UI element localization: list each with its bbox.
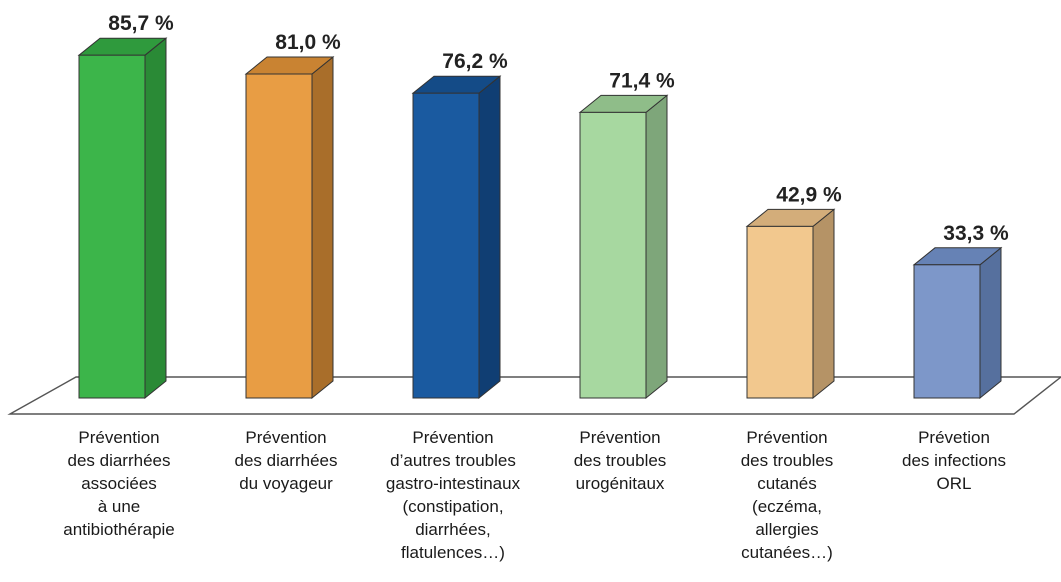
bar [578, 94, 669, 400]
category-label-line: d’autres troubles [390, 451, 516, 470]
category-label-line: urogénitaux [576, 474, 665, 493]
data-label: 76,2 % [442, 50, 508, 73]
bar-side [478, 75, 501, 400]
chart-floor [7, 376, 1061, 415]
bar-front [78, 54, 146, 399]
bar-side [645, 94, 668, 400]
bar-front [746, 225, 814, 399]
bar [244, 55, 335, 400]
bar-front [913, 264, 981, 399]
category-label-line: diarrhées, [415, 520, 491, 539]
data-label: 85,7 % [108, 12, 174, 35]
category-label-line: cutanées…) [741, 543, 833, 562]
data-label: 81,0 % [275, 31, 341, 54]
category-label-line: flatulences…) [401, 543, 505, 562]
category-label-line: à une [98, 497, 141, 516]
bar [912, 246, 1003, 400]
category-label-line: Prévention [412, 428, 493, 447]
bar-side [812, 208, 835, 400]
category-label-line: Prévention [746, 428, 827, 447]
category-label: Prévention des troubles urogénitaux [574, 428, 667, 493]
category-label-line: Prévention [579, 428, 660, 447]
category-label: Prévetion des infections ORL [902, 428, 1006, 493]
category-label-line: des diarrhées [67, 451, 170, 470]
bar-front [579, 111, 647, 399]
category-label-line: associées [81, 474, 157, 493]
category-label-line: des diarrhées [234, 451, 337, 470]
category-label: Prévention des troubles cutanés (eczéma, all… [741, 428, 834, 562]
category-label-line: des troubles [741, 451, 834, 470]
category-label-line: ORL [937, 474, 972, 493]
category-label-line: Prévention [245, 428, 326, 447]
data-label: 33,3 % [943, 222, 1009, 245]
category-label-line: des troubles [574, 451, 667, 470]
category-label: Prévention des diarrhées associées à une ant… [63, 428, 175, 539]
bar [77, 37, 168, 400]
category-label-line: Prévention [78, 428, 159, 447]
bar [411, 75, 502, 400]
category-label-line: Prévetion [918, 428, 990, 447]
category-label-line: (constipation, [402, 497, 503, 516]
bar-side [144, 37, 167, 400]
category-label-line: allergies [755, 520, 818, 539]
category-label-line: antibiothérapie [63, 520, 175, 539]
labels-layer: 85,7 % Prévention des diarrhées associées à … [63, 12, 1009, 562]
bar-side [979, 246, 1002, 400]
bar [745, 208, 836, 400]
category-label-line: du voyageur [239, 474, 333, 493]
bar-front [412, 92, 480, 399]
bar-side [311, 55, 334, 400]
category-label-line: cutanés [757, 474, 817, 493]
category-label: Prévention des diarrhées du voyageur [234, 428, 337, 493]
bar-front [245, 73, 313, 399]
data-label: 71,4 % [609, 69, 675, 92]
category-label-line: gastro-intestinaux [386, 474, 521, 493]
category-label: Prévention d’autres troubles gastro-intest… [386, 428, 521, 562]
data-label: 42,9 % [776, 183, 842, 206]
category-label-line: des infections [902, 451, 1006, 470]
bars-layer [77, 37, 1003, 400]
category-label-line: (eczéma, [752, 497, 822, 516]
